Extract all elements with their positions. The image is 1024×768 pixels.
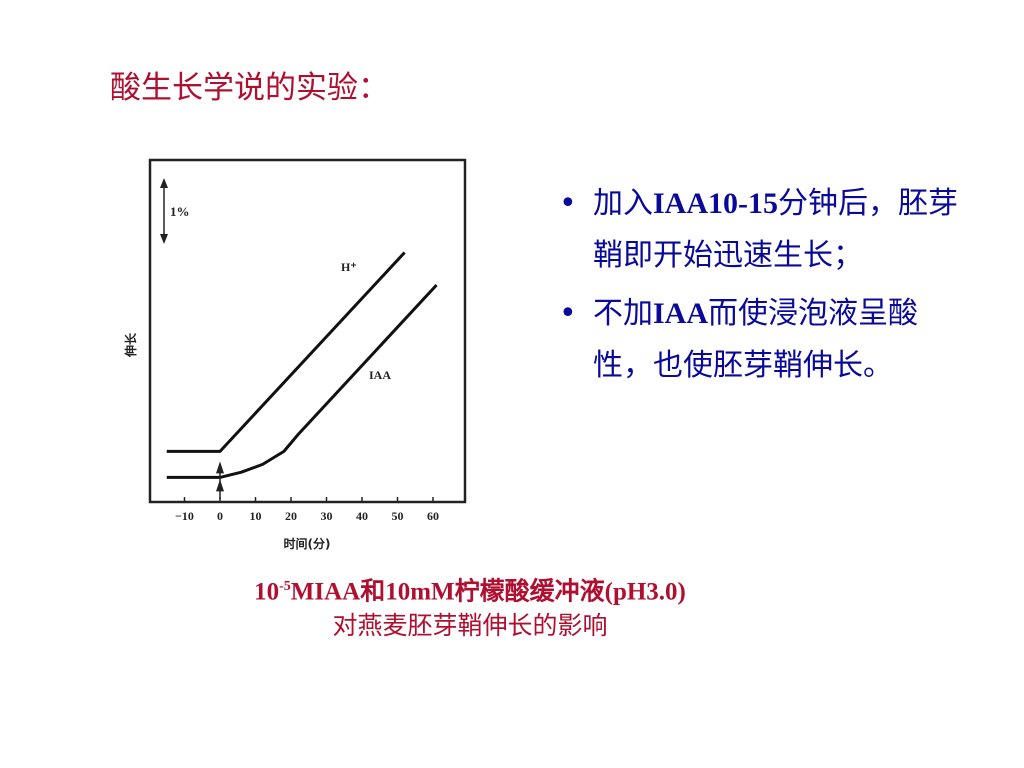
series-label: H⁺ — [341, 260, 357, 274]
x-axis-label: 时间(分) — [284, 536, 331, 551]
bullet-text: 加入IAA10-15分钟后，胚芽鞘即开始迅速生长； — [593, 186, 958, 273]
h-addition-arrowhead-icon — [216, 461, 224, 474]
x-tick-label: 60 — [427, 509, 439, 523]
bullet-item: • 不加IAA而使浸泡液呈酸性，也使胚芽鞘伸长。 — [555, 288, 975, 392]
elongation-chart: −10 0 10 20 30 40 50 60 时间(分) 伸长 1% H⁺ IAA — [95, 150, 495, 560]
figure-caption: 10-5MIAA和10mM柠檬酸缓冲液(pH3.0) 对燕麦胚芽鞘伸长的影响 — [0, 570, 940, 643]
bullet-list: • 加入IAA10-15分钟后，胚芽鞘即开始迅速生长； • 不加IAA而使浸泡液… — [555, 178, 975, 398]
series-label: IAA — [369, 368, 391, 382]
scale-label: 1% — [170, 204, 190, 219]
scale-arrow-down-icon — [160, 234, 168, 244]
y-axis-label: 伸长 — [123, 332, 138, 358]
x-tick-label: 0 — [217, 509, 223, 523]
x-tick-label: 50 — [392, 509, 404, 523]
slide-title: 酸生长学说的实验： — [110, 70, 389, 106]
bullet-item: • 加入IAA10-15分钟后，胚芽鞘即开始迅速生长； — [555, 178, 975, 282]
x-tick-label: 20 — [285, 509, 297, 523]
caption-line-2: 对燕麦胚芽鞘伸长的影响 — [332, 611, 608, 641]
x-tick-label: −10 — [175, 509, 194, 523]
scale-arrow-up-icon — [160, 178, 168, 188]
plot-frame — [148, 158, 467, 504]
iaa-addition-arrowhead-icon — [216, 479, 224, 492]
x-tick-label: 40 — [356, 509, 368, 523]
x-tick-label: 30 — [321, 509, 333, 523]
series-line — [166, 251, 406, 453]
x-tick-label: 10 — [250, 509, 262, 523]
bullet-text: 不加IAA而使浸泡液呈酸性，也使胚芽鞘伸长。 — [593, 296, 919, 383]
bullet-dot: • — [559, 186, 577, 221]
caption-line-1: 10-5MIAA和10mM柠檬酸缓冲液(pH3.0) — [254, 578, 686, 606]
series-line — [166, 283, 438, 479]
bullet-dot: • — [559, 296, 577, 331]
